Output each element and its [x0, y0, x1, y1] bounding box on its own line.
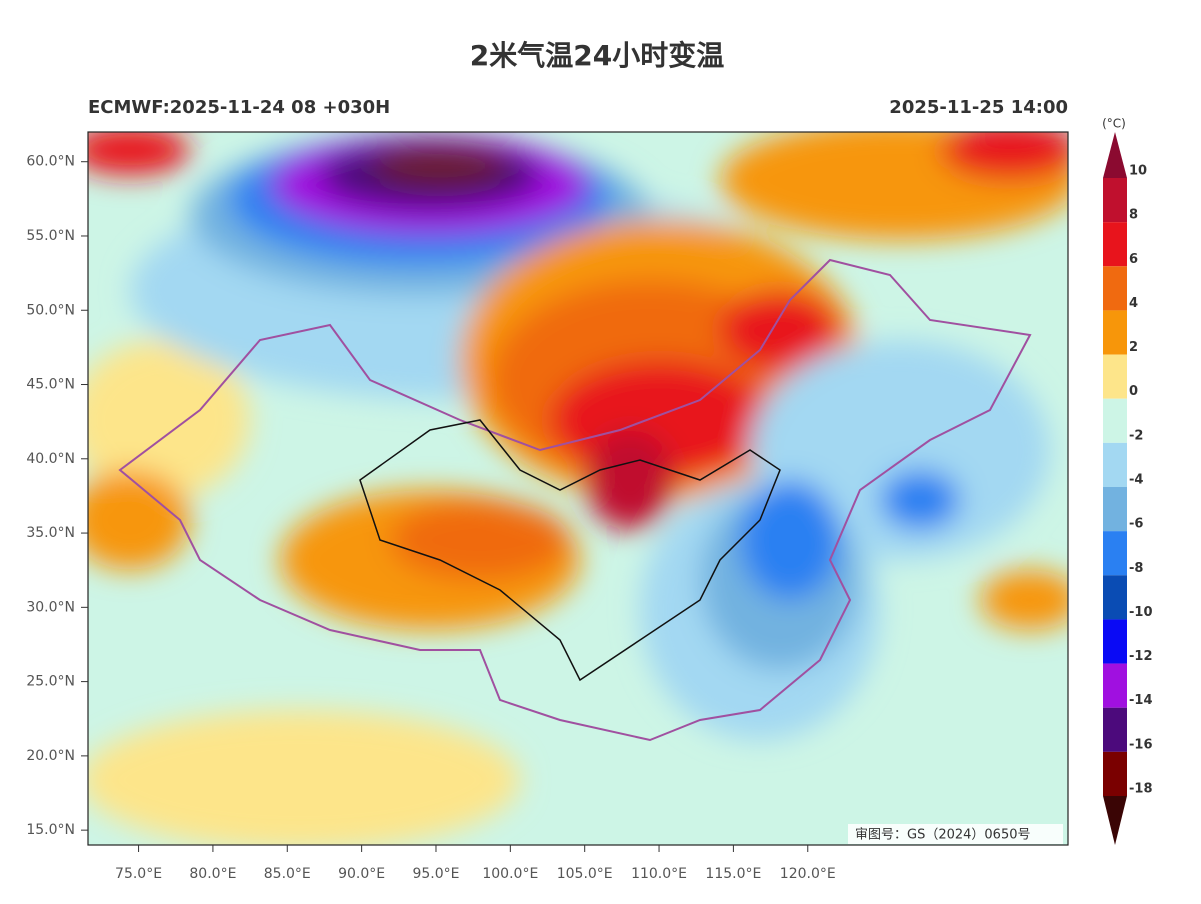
colorbar-label: 10 — [1129, 164, 1147, 179]
colorbar-band — [1103, 663, 1127, 708]
lon-tick-label: 80.0°E — [189, 866, 236, 882]
lat-tick-label: 15.0°N — [26, 822, 75, 838]
lat-tick-label: 20.0°N — [26, 748, 75, 764]
colorbar-label: -6 — [1129, 517, 1143, 532]
approval-box — [848, 824, 1063, 844]
province-lines — [359, 419, 781, 682]
title: 2米气温24小时变温 — [470, 39, 724, 72]
colorbar-band — [1103, 487, 1127, 532]
lat-tick-label: 55.0°N — [26, 228, 75, 244]
lon-tick-label: 105.0°E — [557, 866, 613, 882]
lat-tick-label: 60.0°N — [26, 154, 75, 170]
lon-tick-label: 95.0°E — [412, 866, 459, 882]
lon-tick-label: 85.0°E — [264, 866, 311, 882]
colorbar-band — [1103, 354, 1127, 399]
colorbar-band — [1103, 751, 1127, 796]
lat-tick-label: 35.0°N — [26, 525, 75, 541]
lon-tick-label: 110.0°E — [631, 866, 687, 882]
colorbar-band — [1103, 310, 1127, 355]
field-blobs — [88, 132, 1068, 845]
lon-tick-label: 100.0°E — [482, 866, 538, 882]
colorbar-label: 2 — [1129, 340, 1138, 355]
colorbar-band — [1103, 398, 1127, 443]
colorbar-label: -14 — [1129, 693, 1153, 708]
valid-time: 2025-11-25 14:00 — [889, 97, 1068, 118]
colorbar-label: -18 — [1129, 782, 1153, 797]
map-frame — [87, 131, 1069, 846]
axes: 75.0°E 80.0°E 85.0°E 90.0°E 95.0°E 100.0°E 105… — [26, 132, 1153, 882]
colorbar-label: -12 — [1129, 649, 1153, 664]
lat-tick-label: 40.0°N — [26, 451, 75, 467]
colorbar-band — [1103, 442, 1127, 487]
approval-number: 审图号：GS（2024）0650号 — [855, 828, 1031, 843]
colorbar-over — [1103, 132, 1127, 178]
lon-tick-label: 115.0°E — [705, 866, 761, 882]
colorbar-band — [1103, 707, 1127, 752]
colorbar-band — [1103, 178, 1127, 223]
lat-tick-label: 30.0°N — [26, 599, 75, 615]
colorbar-band — [1103, 619, 1127, 664]
lat-tick-label: 25.0°N — [26, 674, 75, 690]
colorbar-label: -16 — [1129, 737, 1153, 752]
lon-tick-label: 90.0°E — [338, 866, 385, 882]
lon-tick-label: 120.0°E — [780, 866, 836, 882]
colorbar-band — [1103, 266, 1127, 311]
colorbar-label: -4 — [1129, 473, 1143, 488]
colorbar-label: -8 — [1129, 561, 1143, 576]
colorbar-label: 4 — [1129, 296, 1138, 311]
model-run: ECMWF:2025-11-24 08 +030H — [88, 97, 390, 118]
colorbar-label: -10 — [1129, 605, 1153, 620]
colorbar-band — [1103, 531, 1127, 576]
temperature-field — [88, 132, 1068, 845]
lon-tick-label: 75.0°E — [115, 866, 162, 882]
colorbar-band — [1103, 222, 1127, 267]
lat-tick-label: 45.0°N — [26, 377, 75, 393]
border-outline — [118, 258, 1032, 742]
colorbar-label: 6 — [1129, 252, 1138, 267]
lat-tick-label: 50.0°N — [26, 302, 75, 318]
colorbar-unit: (°C) — [1102, 117, 1126, 131]
colorbar-label: 8 — [1129, 208, 1138, 223]
colorbar-label: 0 — [1129, 384, 1138, 399]
colorbar-band — [1103, 575, 1127, 620]
colorbar-under — [1103, 796, 1127, 845]
colorbar-label: -2 — [1129, 428, 1143, 443]
